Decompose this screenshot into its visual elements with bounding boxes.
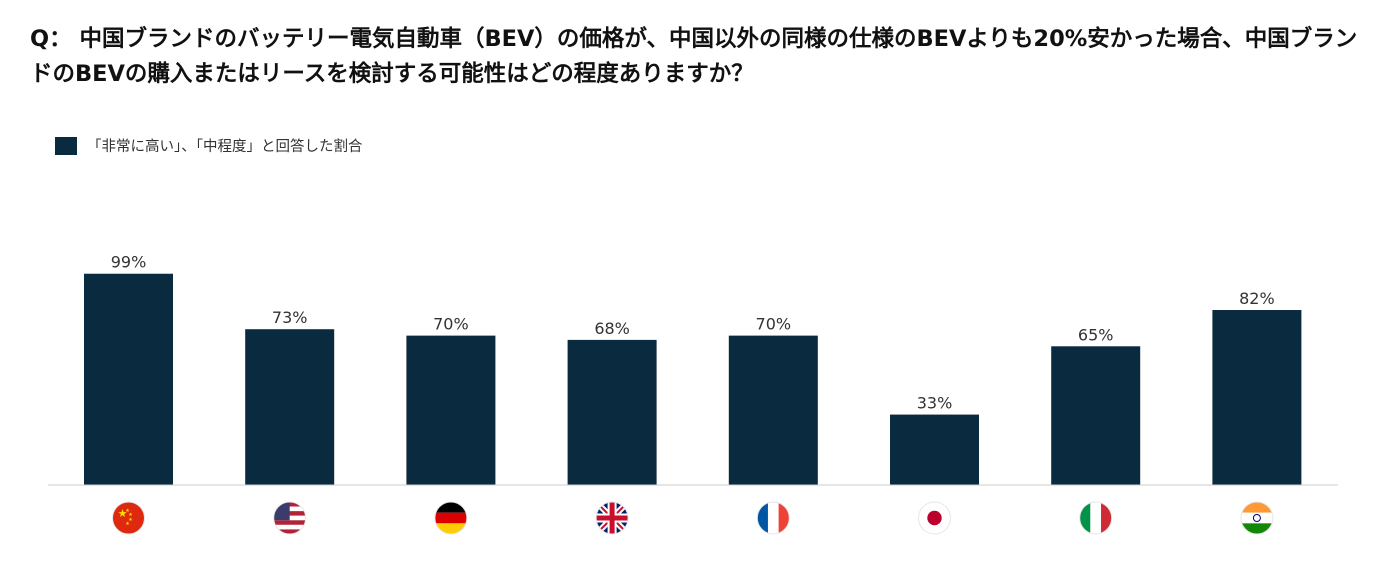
legend-label: 「非常に高い」、「中程度」と回答した割合 bbox=[87, 139, 363, 155]
china-flag: ★★★★★ bbox=[112, 501, 145, 535]
bar-value-label: 99% bbox=[111, 253, 147, 272]
bar bbox=[245, 329, 335, 485]
bar bbox=[567, 339, 657, 485]
italy-flag bbox=[1079, 501, 1113, 535]
bar bbox=[1212, 310, 1302, 485]
bar bbox=[890, 414, 979, 485]
bar bbox=[728, 335, 818, 485]
bar-value-label: 33% bbox=[917, 394, 953, 413]
uk-flag bbox=[595, 501, 629, 535]
bar-value-label: 68% bbox=[594, 319, 630, 338]
bar-value-label: 70% bbox=[433, 315, 469, 334]
germany-flag bbox=[434, 501, 468, 535]
flags-group: ★★★★★ bbox=[112, 501, 1274, 535]
bar-value-label: 65% bbox=[1078, 325, 1114, 344]
svg-text:★: ★ bbox=[125, 521, 130, 527]
bar bbox=[84, 273, 173, 485]
bar bbox=[406, 335, 496, 485]
bar-value-label: 82% bbox=[1239, 289, 1275, 308]
japan-flag bbox=[918, 501, 951, 535]
svg-text:★: ★ bbox=[128, 517, 133, 523]
bar bbox=[1051, 346, 1141, 485]
svg-text:★: ★ bbox=[118, 507, 128, 520]
legend-swatch bbox=[55, 136, 77, 155]
svg-text:★: ★ bbox=[125, 508, 130, 514]
usa-flag bbox=[273, 501, 307, 535]
bars-group: 99% 73% 70% 68% 70% 33% 65% 82% bbox=[84, 253, 1302, 485]
bar-value-label: 70% bbox=[756, 315, 792, 334]
legend: 「非常に高い」、「中程度」と回答した割合 bbox=[55, 135, 363, 156]
france-flag bbox=[756, 501, 790, 535]
bar-value-label: 73% bbox=[272, 308, 308, 327]
india-flag bbox=[1240, 501, 1274, 535]
chart-title: Q： 中国ブランドのバッテリー電気自動車（BEV）の価格が、中国以外の同様の仕様… bbox=[30, 26, 1358, 87]
svg-text:★: ★ bbox=[128, 512, 133, 518]
